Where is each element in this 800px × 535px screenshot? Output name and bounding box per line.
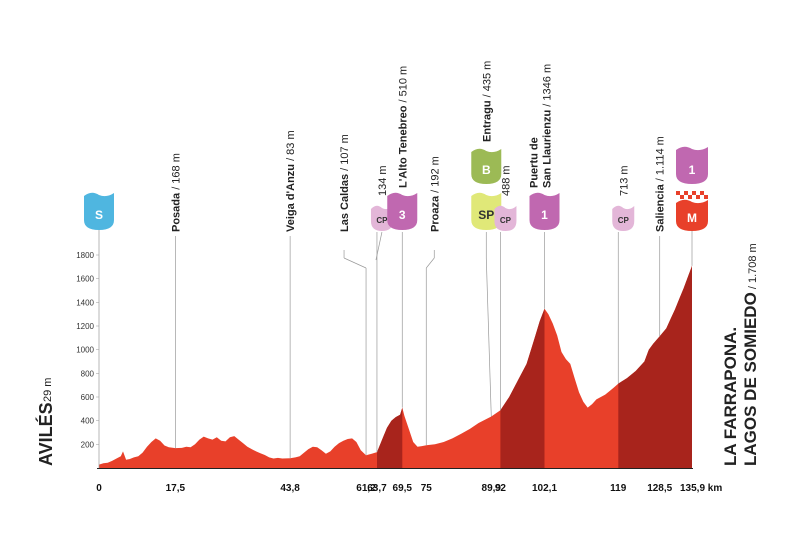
waypoint-elevation: / 1.114 m	[655, 136, 667, 184]
y-tick-label: 1000	[76, 346, 94, 355]
waypoint-label-line2: San Llaurienzu / 1346 m	[542, 64, 554, 188]
waypoint-label: Puertu de	[529, 137, 541, 188]
climb-area	[618, 265, 692, 468]
cp-elevation-label: 713 m	[618, 165, 630, 196]
waypoint-elevation: / 510 m	[397, 66, 409, 106]
x-tick-label: 75	[421, 483, 433, 494]
waypoint-elevation: / 192 m	[429, 156, 441, 196]
waypoint-name: L'Alto Tenebreo	[397, 105, 409, 188]
y-tick-label: 1600	[76, 275, 94, 284]
waypoint-name-line2: San Llaurienzu	[542, 110, 554, 188]
finish-checker-cell	[696, 195, 700, 199]
waypoint-label: L'Alto Tenebreo / 510 m	[397, 66, 409, 188]
cp-badge-label: CP	[500, 216, 512, 225]
waypoint-name: Las Caldas	[339, 174, 351, 232]
waypoint-elevation: / 83 m	[285, 130, 297, 164]
climb-area	[377, 407, 403, 468]
cp-badge-label: CP	[376, 216, 388, 225]
finish-badge	[676, 199, 708, 231]
waypoint-label: Entragu / 435 m	[481, 61, 493, 142]
waypoint-connector-line	[343, 257, 367, 269]
x-tick-label: 89,9	[482, 483, 502, 494]
waypoint-name: Saliencia	[655, 183, 667, 232]
start-badge	[84, 192, 114, 230]
sprint-badge	[471, 192, 502, 230]
finish-checker-cell	[704, 195, 708, 199]
waypoint-label: Veiga d'Anzu / 83 m	[285, 130, 297, 232]
finish-checker-cell	[676, 191, 680, 195]
y-tick-label: 800	[81, 369, 95, 378]
mountain-badge-cat-1	[529, 192, 560, 230]
bonus-badge-label: B	[482, 163, 491, 177]
y-tick-label: 1800	[76, 251, 94, 260]
finish-elevation: / 1.708 m	[747, 243, 759, 292]
cp-badge	[612, 205, 635, 231]
y-tick-label: 600	[81, 393, 95, 402]
y-tick-label: 1400	[76, 298, 94, 307]
waypoint-connector-line	[425, 257, 435, 269]
finish-name-line1: LA FARRAPONA.	[721, 327, 740, 466]
finish-checker-cell	[680, 195, 684, 199]
finish-mountain-badge-label: 1	[689, 163, 696, 177]
x-tick-label: 17,5	[166, 483, 186, 494]
waypoint-name: Entragu	[481, 100, 493, 142]
waypoint-label: Proaza / 192 m	[429, 156, 441, 232]
cp-elevation-label: 134 m	[377, 165, 389, 196]
sprint-badge-label: SP	[478, 208, 494, 222]
x-tick-label: 69,5	[393, 483, 413, 494]
waypoint-label: Las Caldas / 107 m	[339, 134, 351, 232]
bonus-badge	[471, 148, 502, 184]
start-badge-label: S	[95, 208, 103, 222]
waypoint-name: Veiga d'Anzu	[285, 164, 297, 232]
cp-elevation-label: 488 m	[500, 165, 512, 196]
finish-checker-cell	[692, 191, 696, 195]
sprint-connector-line	[485, 257, 492, 417]
finish-mountain-badge	[676, 146, 708, 184]
finish-name-line2: LAGOS DE SOMIEDO	[741, 292, 760, 466]
y-tick-label: 400	[81, 417, 95, 426]
mountain-badge-cat-3	[387, 192, 418, 230]
y-tick-label: 1200	[76, 322, 94, 331]
waypoint-name-line1: Puertu de	[529, 137, 541, 188]
climb-area	[500, 308, 545, 468]
finish-name-line2-group: LAGOS DE SOMIEDO / 1.708 m	[741, 243, 760, 466]
waypoint-label: Saliencia / 1.114 m	[655, 136, 667, 232]
waypoint-elevation: / 1346 m	[542, 64, 554, 110]
waypoint-elevation: / 435 m	[481, 61, 493, 101]
waypoint-elevation: / 168 m	[170, 153, 182, 193]
finish-checker-cell	[700, 191, 704, 195]
x-tick-label: 43,8	[280, 483, 300, 494]
y-tick-label: 200	[81, 440, 95, 449]
x-tick-label: 128,5	[647, 483, 672, 494]
waypoint-label: Posada / 168 m	[170, 153, 182, 232]
cp-badge	[494, 205, 517, 231]
start-town-name: AVILÉS	[35, 402, 56, 466]
finish-checker-cell	[688, 195, 692, 199]
mountain-badge-label: 3	[399, 208, 406, 222]
mountain-badge-label: 1	[541, 208, 548, 222]
waypoint-elevation: / 107 m	[339, 134, 351, 174]
x-tick-label: 135,9 km	[680, 483, 722, 494]
x-tick-label: 119	[610, 483, 627, 494]
x-tick-label: 0	[96, 483, 102, 494]
x-tick-label: 102,1	[532, 483, 557, 494]
waypoint-name: Posada	[170, 192, 182, 232]
x-tick-label: 92	[495, 483, 507, 494]
cp-connector-line	[375, 231, 383, 261]
start-elevation: 29 m	[42, 378, 54, 402]
x-tick-label: 63,7	[367, 483, 387, 494]
finish-badge-label: M	[687, 211, 697, 225]
waypoint-name: Proaza	[429, 195, 441, 232]
cp-badge-label: CP	[618, 216, 630, 225]
x-tick-label: 61,2	[356, 483, 376, 494]
finish-checker-cell	[684, 191, 688, 195]
